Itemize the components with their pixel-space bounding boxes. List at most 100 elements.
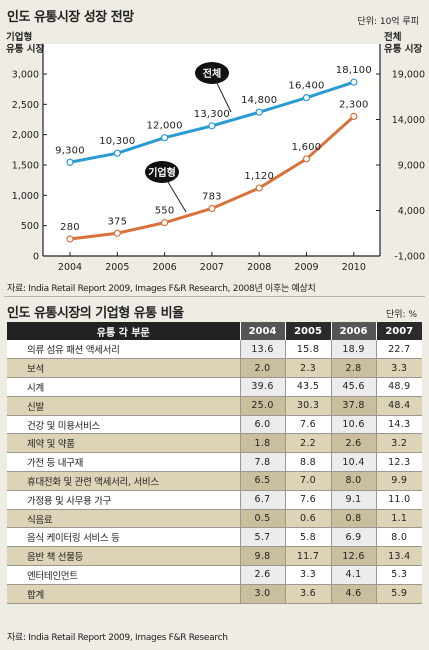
row-value: 39.6 [240,377,286,397]
row-value: 12.3 [376,452,422,473]
table-row: 건강 및 미용서비스 6.0 7.6 10.6 14.3 [7,415,422,435]
row-value: 6.5 [240,471,286,491]
header-2004: 2004 [240,322,286,340]
right-axis-title: 전체 [384,31,401,43]
row-value: 5.7 [240,527,286,548]
row-value: 13.4 [376,546,422,567]
row-label: 휴대전화 및 관련 액세서리, 서비스 [7,471,241,491]
header-category: 유통 각 부문 [7,322,241,340]
series-total-badge-label: 전체 [203,67,221,80]
data-label: 14,800 [241,95,277,106]
table-source: 자료: India Retail Report 2009, Images F&R… [7,633,228,643]
series-corporate-badge-label: 기업형 [148,166,176,179]
row-value: 4.6 [331,584,377,604]
row-value: 3.2 [376,433,422,454]
x-tick-label: 2005 [105,262,129,273]
row-label: 신발 [7,396,241,416]
row-value: 0.8 [331,509,377,529]
data-point [302,155,311,163]
table-row: 가정용 및 사무용 가구 6.7 7.6 9.1 11.0 [7,490,422,510]
row-value: 7.0 [285,471,332,491]
row-value: 9.8 [240,546,286,567]
row-label: 시계 [7,377,241,397]
row-value: 11.0 [376,490,422,510]
table-row: 신발 25.0 30.3 37.8 48.4 [7,396,422,416]
data-point [208,204,216,213]
row-label: 식음료 [7,509,241,529]
left-tick-label: 0 [33,252,39,263]
row-value: 2.6 [331,433,377,454]
row-value: 30.3 [285,396,332,416]
section-divider [4,296,425,297]
table-unit: 단위: % [385,310,417,320]
row-value: 4.1 [331,565,377,585]
row-value: 7.6 [285,415,332,435]
row-value: 1.8 [240,433,286,454]
x-tick-label: 2009 [294,262,318,273]
row-value: 9.1 [331,490,377,510]
row-value: 8.0 [376,527,422,548]
left-tick-label: 2,500 [12,100,39,111]
table-row: 시계 39.6 43.5 45.6 48.9 [7,377,422,397]
left-axis-title: 기업형 [6,31,32,43]
data-label: 12,000 [146,121,182,132]
left-tick-label: 1,000 [12,191,39,202]
row-value: 15.8 [285,340,332,360]
row-label: 합계 [7,584,241,604]
row-label: 건강 및 미용서비스 [7,415,241,435]
data-label: 18,100 [336,65,372,76]
table-row: 보석 2.0 2.3 2.8 3.3 [7,358,422,379]
row-value: 7.6 [285,490,332,510]
row-value: 48.9 [376,377,422,397]
data-point [350,78,358,86]
row-label: 엔터테인먼트 [7,565,241,585]
right-axis-title: 유통 시장 [384,43,423,55]
data-point [302,94,311,102]
row-value: 18.9 [331,340,377,360]
left-tick-label: 2,000 [12,130,39,141]
x-tick-label: 2004 [58,262,82,273]
retail-ratio-table: 유통 각 부문 2004 2005 2006 2007 의류 섬유 패션 액세서… [7,322,422,604]
row-label: 음반 책 선물등 [7,546,241,567]
row-value: 37.8 [331,396,377,416]
header-2005: 2005 [285,322,332,340]
data-point [113,149,121,157]
table-row: 합계 3.0 3.6 4.6 5.9 [7,584,422,604]
data-label: 280 [60,222,80,233]
row-value: 2.8 [331,358,377,379]
row-value: 0.6 [285,509,332,529]
row-value: 6.7 [240,490,286,510]
data-label: 9,300 [55,145,85,156]
data-point [161,134,169,142]
row-label: 가전 등 내구재 [7,452,241,473]
chart-unit: 단위: 10억 루피 [357,17,419,27]
row-value: 14.3 [376,415,422,435]
row-value: 6.0 [240,415,286,435]
x-tick-label: 2008 [247,262,271,273]
row-label: 보석 [7,358,241,379]
data-label: 10,300 [99,136,135,147]
row-value: 9.9 [376,471,422,491]
row-label: 가정용 및 사무용 가구 [7,490,241,510]
header-2006: 2006 [331,322,377,340]
row-value: 5.8 [285,527,332,548]
left-tick-label: 1,500 [12,161,39,172]
x-tick-label: 2007 [200,262,224,273]
row-value: 48.4 [376,396,422,416]
row-value: 13.6 [240,340,286,360]
table-row: 음식 케이터링 서비스 등 5.7 5.8 6.9 8.0 [7,527,422,548]
data-label: 1,600 [292,142,322,153]
table-row: 제약 및 약품 1.8 2.2 2.6 3.2 [7,433,422,454]
row-value: 5.9 [376,584,422,604]
row-value: 0.5 [240,509,286,529]
row-value: 3.0 [240,584,286,604]
data-point [161,219,169,227]
data-point [350,112,358,121]
table-title: 인도 유통시장의 기업형 유통 비율 [7,306,184,321]
table-row: 음반 책 선물등 9.8 11.7 12.6 13.4 [7,546,422,567]
row-label: 제약 및 약품 [7,433,241,454]
left-axis-title: 유통 시장 [6,43,45,55]
data-label: 783 [202,191,222,202]
row-value: 1.1 [376,509,422,529]
table-row: 가전 등 내구재 7.8 8.8 10.4 12.3 [7,452,422,473]
